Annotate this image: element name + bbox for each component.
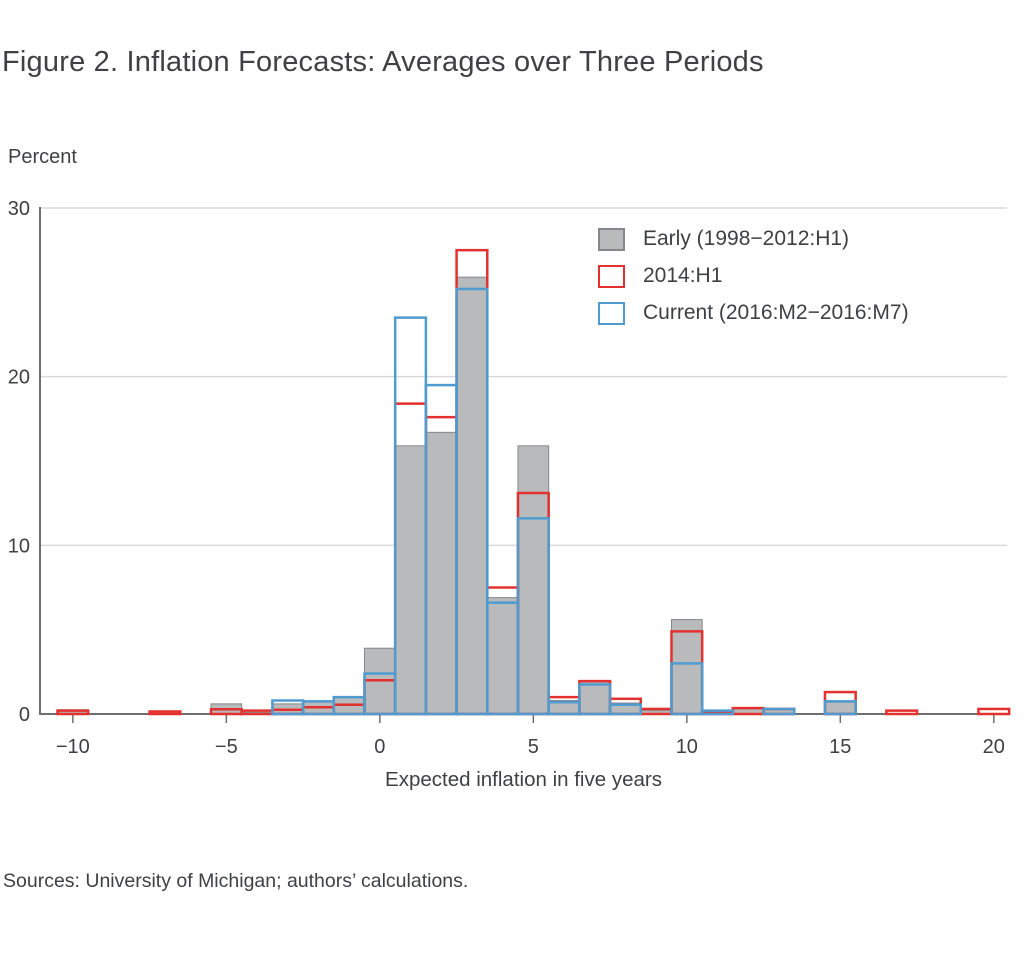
chart-legend: Early (1998−2012:H1) 2014:H1 Current (20… xyxy=(598,227,909,338)
x-axis-title: Expected inflation in five years xyxy=(385,768,662,791)
svg-text:0: 0 xyxy=(19,704,30,726)
svg-text:−10: −10 xyxy=(56,736,90,758)
svg-text:10: 10 xyxy=(676,736,698,758)
legend-label-current: Current (2016:M2−2016:M7) xyxy=(643,301,909,324)
legend-item-early: Early (1998−2012:H1) xyxy=(598,227,909,251)
svg-text:20: 20 xyxy=(983,736,1005,758)
svg-text:20: 20 xyxy=(8,367,30,389)
legend-label-2014: 2014:H1 xyxy=(643,264,723,287)
legend-item-current: Current (2016:M2−2016:M7) xyxy=(598,301,909,325)
histogram-chart: 0 10 20 30 −10 −5 0 5 10 15 20 xyxy=(8,198,1011,758)
figure-title: Figure 2. Inflation Forecasts: Averages … xyxy=(2,46,764,78)
svg-text:30: 30 xyxy=(8,198,30,220)
legend-swatch-early-icon xyxy=(598,227,625,251)
legend-swatch-2014-icon xyxy=(598,264,625,288)
svg-text:10: 10 xyxy=(8,535,30,557)
svg-text:15: 15 xyxy=(829,736,851,758)
svg-text:−5: −5 xyxy=(215,736,238,758)
svg-text:5: 5 xyxy=(528,736,539,758)
legend-swatch-current-icon xyxy=(598,301,625,325)
svg-text:0: 0 xyxy=(374,736,385,758)
y-axis-title: Percent xyxy=(8,146,77,168)
legend-label-early: Early (1998−2012:H1) xyxy=(643,227,850,250)
sources-note: Sources: University of Michigan; authors… xyxy=(3,870,469,892)
legend-item-2014: 2014:H1 xyxy=(598,264,909,288)
